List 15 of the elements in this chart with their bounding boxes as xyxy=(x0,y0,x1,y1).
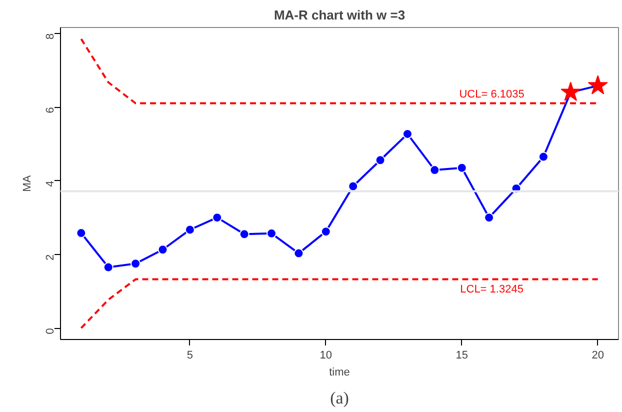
x-tick-label: 15 xyxy=(456,350,468,362)
y-tick-label: 2 xyxy=(44,254,56,261)
y-tick-label: 4 xyxy=(44,180,56,187)
annotation: UCL= 6.1035 xyxy=(459,88,524,100)
x-tick-label: 10 xyxy=(320,350,332,362)
y-tick-label: 6 xyxy=(44,107,56,114)
y-axis-title: MA xyxy=(22,174,34,192)
chart-title: MA-R chart with w =3 xyxy=(274,8,406,22)
x-axis-title: time xyxy=(329,366,350,378)
x-tick-label: 20 xyxy=(592,350,604,362)
x-tick-label: 5 xyxy=(186,350,194,362)
y-tick-label: 0 xyxy=(44,328,56,334)
text: (a) xyxy=(330,388,349,408)
y-tick-label: 8 xyxy=(44,33,56,40)
annotation: LCL= 1.3245 xyxy=(460,283,524,296)
